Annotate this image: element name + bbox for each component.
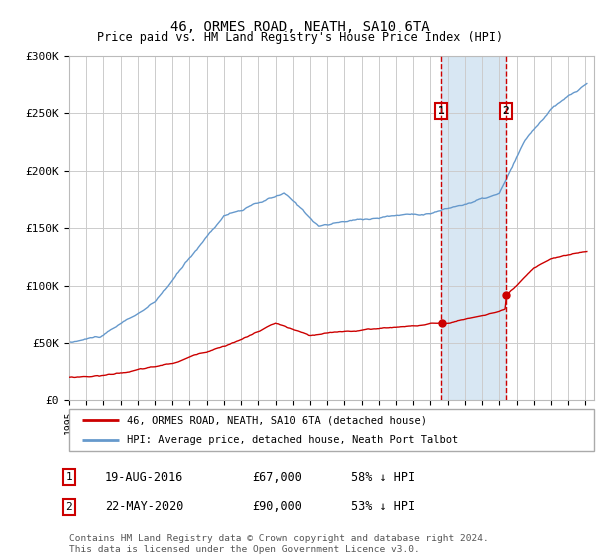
Bar: [442, 56, 506, 400]
Text: 1: 1: [438, 106, 445, 116]
Text: 2: 2: [503, 106, 509, 116]
Text: Contains HM Land Registry data © Crown copyright and database right 2024.: Contains HM Land Registry data © Crown c…: [69, 534, 489, 543]
Text: 22-MAY-2020: 22-MAY-2020: [105, 500, 184, 514]
Text: 46, ORMES ROAD, NEATH, SA10 6TA: 46, ORMES ROAD, NEATH, SA10 6TA: [170, 20, 430, 34]
Text: 1: 1: [65, 472, 73, 482]
Text: £67,000: £67,000: [252, 470, 302, 484]
Text: 58% ↓ HPI: 58% ↓ HPI: [351, 470, 415, 484]
Text: 53% ↓ HPI: 53% ↓ HPI: [351, 500, 415, 514]
Text: 19-AUG-2016: 19-AUG-2016: [105, 470, 184, 484]
Text: HPI: Average price, detached house, Neath Port Talbot: HPI: Average price, detached house, Neat…: [127, 435, 458, 445]
Text: 2: 2: [65, 502, 73, 512]
Text: £90,000: £90,000: [252, 500, 302, 514]
Text: This data is licensed under the Open Government Licence v3.0.: This data is licensed under the Open Gov…: [69, 545, 420, 554]
Text: Price paid vs. HM Land Registry's House Price Index (HPI): Price paid vs. HM Land Registry's House …: [97, 31, 503, 44]
FancyBboxPatch shape: [69, 409, 594, 451]
Text: 46, ORMES ROAD, NEATH, SA10 6TA (detached house): 46, ORMES ROAD, NEATH, SA10 6TA (detache…: [127, 415, 427, 425]
